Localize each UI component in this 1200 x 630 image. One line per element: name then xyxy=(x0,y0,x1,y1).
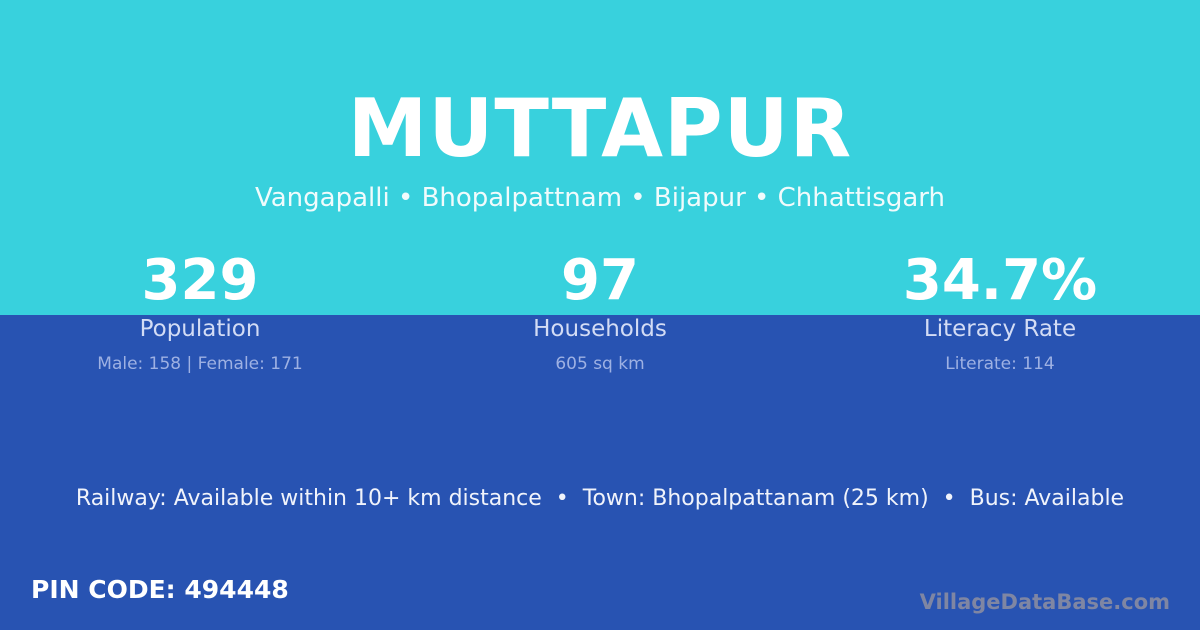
stat-value: 97 xyxy=(561,248,639,313)
location-breadcrumb: Vangapalli • Bhopalpattnam • Bijapur • C… xyxy=(254,183,945,213)
stat-label: Population xyxy=(139,316,261,342)
stat-detail: Literate: 114 xyxy=(945,354,1055,374)
stat-detail: 605 sq km xyxy=(555,354,645,374)
stat-population: 329 Population Male: 158 | Female: 171 xyxy=(0,248,400,374)
stat-label: Literacy Rate xyxy=(923,316,1077,342)
pin-code: PIN CODE: 494448 xyxy=(31,575,289,604)
stat-value: 34.7% xyxy=(902,248,1098,313)
village-title: MUTTAPUR xyxy=(347,82,853,175)
watermark: VillageDataBase.com xyxy=(919,590,1170,614)
amenities-line: Railway: Available within 10+ km distanc… xyxy=(75,486,1125,511)
stat-households: 97 Households 605 sq km xyxy=(400,248,800,374)
stat-detail: Male: 158 | Female: 171 xyxy=(97,354,303,374)
stat-label: Households xyxy=(533,316,667,342)
stat-value: 329 xyxy=(141,248,259,313)
info-band xyxy=(0,315,1200,630)
header-band xyxy=(0,0,1200,315)
stat-literacy: 34.7% Literacy Rate Literate: 114 xyxy=(800,248,1200,374)
